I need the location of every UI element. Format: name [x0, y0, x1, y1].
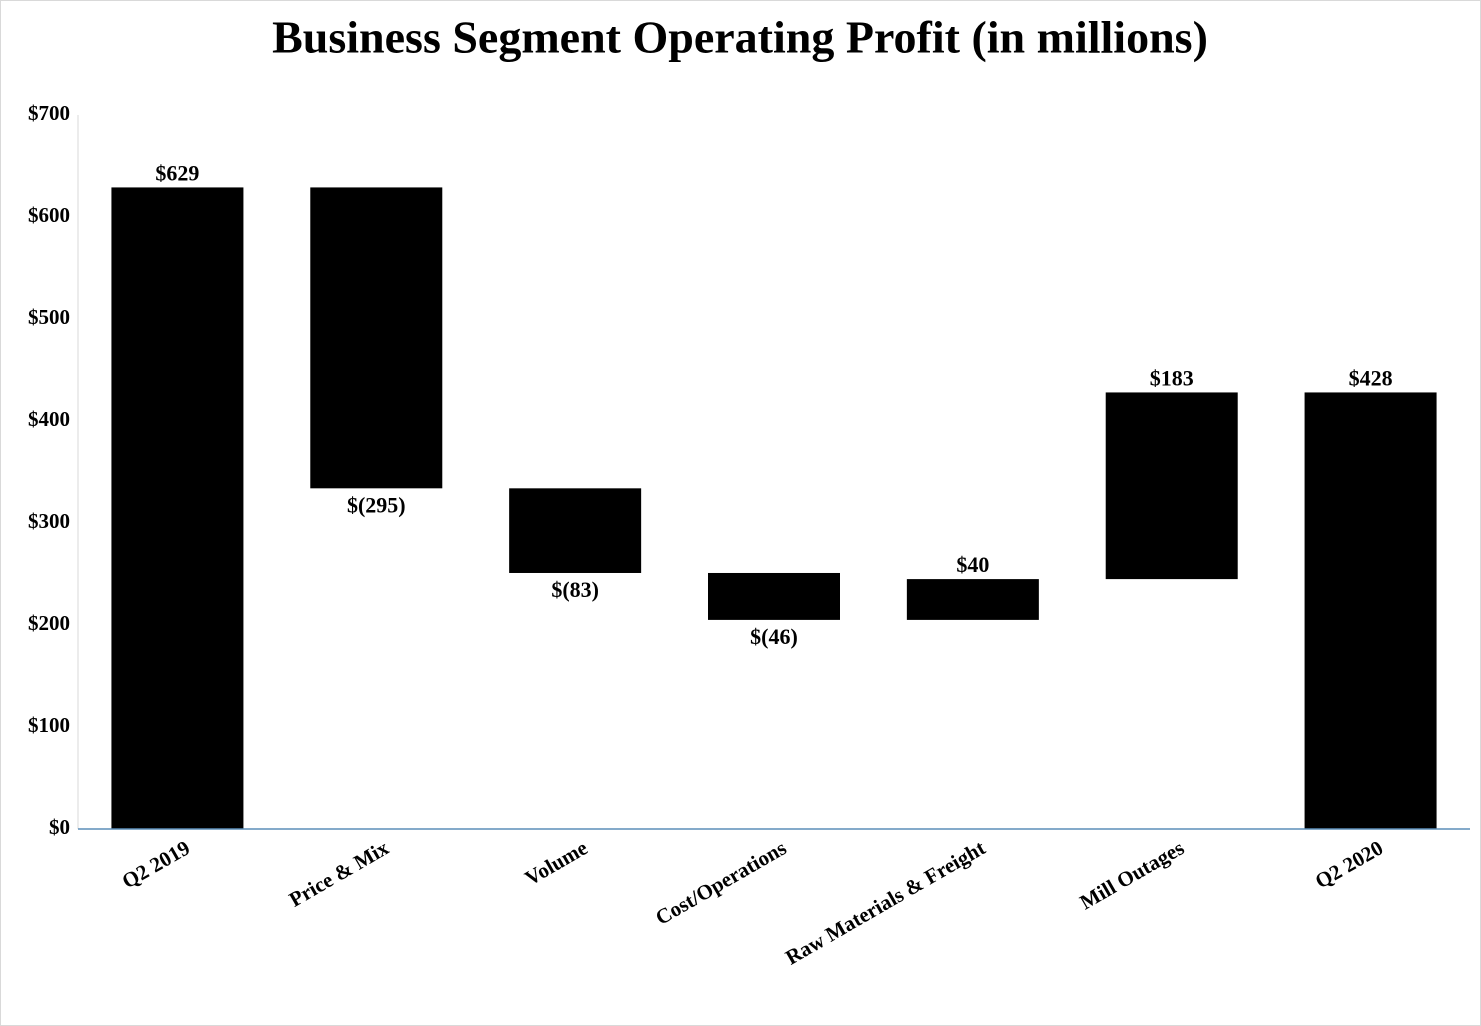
- bar: [708, 572, 840, 620]
- y-tick-label: $500: [28, 305, 70, 329]
- data-label: $183: [1150, 365, 1194, 390]
- data-label: $40: [956, 552, 989, 577]
- y-tick-label: $400: [28, 407, 70, 431]
- data-label: $(83): [551, 577, 599, 602]
- y-tick-label: $600: [28, 203, 70, 227]
- data-label: $629: [155, 160, 199, 185]
- y-tick-label: $100: [28, 713, 70, 737]
- y-tick-label: $200: [28, 611, 70, 635]
- y-tick-label: $0: [49, 815, 70, 839]
- bar: [111, 187, 244, 830]
- bar: [1304, 392, 1437, 829]
- data-label: $428: [1349, 365, 1393, 390]
- data-label: $(46): [750, 624, 798, 649]
- y-tick-label: $700: [28, 101, 70, 125]
- data-label: $(295): [347, 492, 406, 517]
- bar: [1105, 392, 1238, 580]
- chart-title: Business Segment Operating Profit (in mi…: [272, 12, 1208, 63]
- y-tick-label: $300: [28, 509, 70, 533]
- bar: [906, 579, 1039, 620]
- bar: [310, 187, 443, 489]
- bar: [509, 488, 642, 573]
